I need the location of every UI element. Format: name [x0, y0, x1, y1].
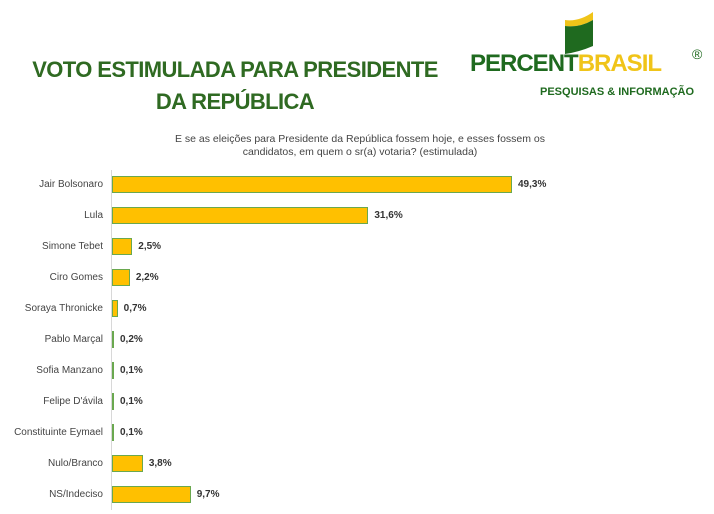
page-title: VOTO ESTIMULADA PARA PRESIDENTE DA REPÚBL…: [6, 54, 464, 118]
bar: [112, 393, 114, 410]
bar: [112, 176, 512, 193]
bar: [112, 486, 191, 503]
flag-icon: [565, 12, 593, 54]
category-label: Lula: [84, 210, 103, 221]
bar: [112, 362, 114, 379]
category-label: Felipe D'ávila: [43, 396, 103, 407]
data-label: 2,2%: [135, 272, 159, 283]
data-label: 9,7%: [196, 489, 220, 500]
category-label: Sofia Manzano: [36, 365, 103, 376]
bar: [112, 269, 130, 286]
category-label: Pablo Marçal: [44, 334, 103, 345]
category-label: Nulo/Branco: [47, 458, 103, 469]
logo-tagline: PESQUISAS & INFORMAÇÃO: [540, 86, 695, 98]
logo-wordmark: PERCENTBRASIL: [470, 50, 662, 78]
category-label: Jair Bolsonaro: [39, 179, 103, 190]
title-line-2: DA REPÚBLICA: [155, 89, 315, 114]
bar: [112, 207, 369, 224]
title-line-1: VOTO ESTIMULADA PARA PRESIDENTE: [32, 57, 438, 82]
category-label: Soraya Thronicke: [24, 303, 103, 314]
category-label: Ciro Gomes: [49, 272, 103, 283]
registered-mark: ®: [692, 46, 703, 62]
data-label: 2,5%: [138, 241, 162, 252]
data-label: 49,3%: [518, 179, 547, 190]
category-label: Constituinte Eymael: [14, 427, 103, 438]
bar: [112, 424, 114, 441]
survey-question: E se as eleições para Presidente da Repú…: [174, 133, 546, 158]
data-label: 31,6%: [374, 210, 403, 221]
category-axis: [111, 170, 112, 510]
logo-part-1: PERCENT: [470, 50, 579, 77]
category-label: NS/Indeciso: [49, 489, 103, 500]
bar: [112, 455, 143, 472]
bar: [112, 300, 118, 317]
percentbrasil-logo: PERCENTBRASIL ® PESQUISAS & INFORMAÇÃO: [470, 10, 712, 102]
data-label: 0,1%: [120, 365, 143, 376]
data-label: 0,2%: [120, 334, 143, 345]
data-label: 0,7%: [123, 303, 147, 314]
bar: [112, 331, 114, 348]
data-label: 0,1%: [120, 427, 143, 438]
logo-part-2: BRASIL: [577, 50, 662, 77]
data-label: 3,8%: [148, 458, 172, 469]
category-label: Simone Tebet: [42, 241, 103, 252]
data-label: 0,1%: [120, 396, 143, 407]
bar: [112, 238, 133, 255]
